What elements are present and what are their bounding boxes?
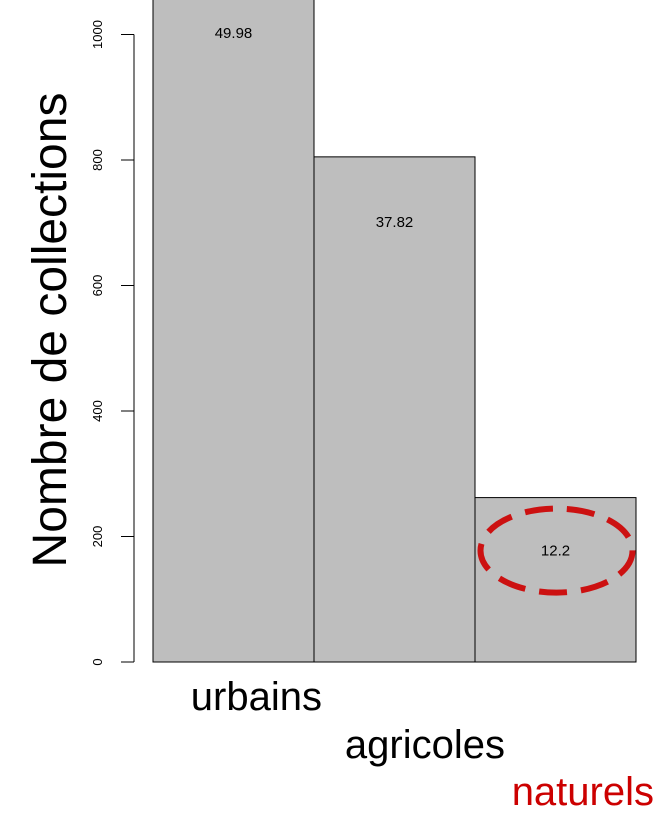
category-label-agricoles: agricoles — [345, 723, 505, 767]
bar-naturels — [474, 497, 637, 663]
y-tick-label: 600 — [90, 275, 105, 297]
bar-data-label: 37.82 — [376, 214, 414, 231]
y-axis: 0 200 400 600 800 1000 — [90, 20, 135, 666]
bar-data-label: 12.2 — [541, 543, 570, 560]
bar-data-label: 49.98 — [215, 25, 253, 42]
y-tick-label: 200 — [90, 526, 105, 548]
y-axis-label: Nombre de collections — [24, 93, 77, 568]
category-label-urbains: urbains — [191, 675, 322, 719]
bars-group — [152, 0, 637, 663]
bar-urbains — [152, 0, 315, 663]
y-tick-label: 800 — [90, 149, 105, 171]
highlight-group — [477, 505, 636, 596]
bar-agricoles — [313, 156, 476, 663]
y-tick-label: 1000 — [90, 20, 105, 49]
highlight-ellipse — [477, 505, 636, 596]
y-tick-label: 0 — [90, 658, 105, 665]
y-tick-label: 400 — [90, 400, 105, 422]
bar-labels-group: 49.98 37.82 12.2 — [215, 25, 570, 560]
category-label-naturels: naturels — [512, 770, 654, 814]
